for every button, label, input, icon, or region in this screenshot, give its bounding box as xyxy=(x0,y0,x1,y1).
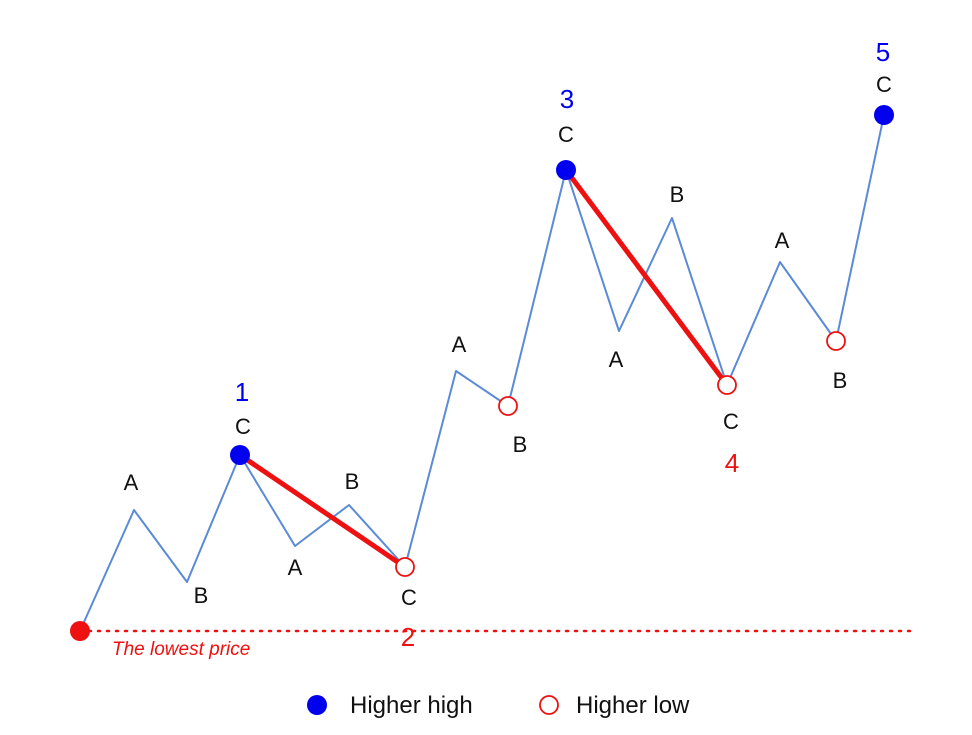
legend-higher-high-label: Higher high xyxy=(350,692,473,719)
wave-number-2: 2 xyxy=(401,622,415,652)
point-label: A xyxy=(452,332,467,357)
higher-low-marker-wave-3b xyxy=(498,396,518,416)
higher-high-marker-wave-1 xyxy=(230,445,250,465)
point-label: B xyxy=(513,432,528,457)
point-label: A xyxy=(609,347,624,372)
higher-low-marker-wave-2 xyxy=(395,557,415,577)
point-label: C xyxy=(723,409,739,434)
point-label: B xyxy=(670,182,685,207)
legend-higher-high-icon xyxy=(307,695,327,715)
correction-line-wave-2 xyxy=(237,452,408,570)
lowest-price-marker xyxy=(70,621,90,641)
wave-number-1: 1 xyxy=(235,377,249,407)
point-label: C xyxy=(876,72,892,97)
price-path xyxy=(79,114,885,632)
higher-high-marker-wave-3 xyxy=(556,160,576,180)
legend: Higher high Higher low xyxy=(307,692,690,719)
legend-higher-low-icon xyxy=(539,695,559,715)
point-label: A xyxy=(124,470,139,495)
point-label: B xyxy=(194,583,209,608)
point-label: C xyxy=(401,585,417,610)
point-label: C xyxy=(235,414,251,439)
higher-low-marker-wave-4 xyxy=(717,375,737,395)
wave-number-3: 3 xyxy=(560,84,574,114)
wave-number-4: 4 xyxy=(725,448,739,478)
wave-number-5: 5 xyxy=(876,37,890,67)
legend-higher-low-label: Higher low xyxy=(576,692,690,719)
higher-high-marker-wave-5 xyxy=(874,105,894,125)
point-label: A xyxy=(288,555,303,580)
correction-line-wave-4 xyxy=(563,167,730,388)
point-label: B xyxy=(833,368,848,393)
point-label: C xyxy=(558,122,574,147)
point-label: B xyxy=(345,469,360,494)
higher-low-marker-wave-5b xyxy=(826,331,846,351)
lowest-price-label: The lowest price xyxy=(112,639,250,660)
point-label: A xyxy=(775,228,790,253)
